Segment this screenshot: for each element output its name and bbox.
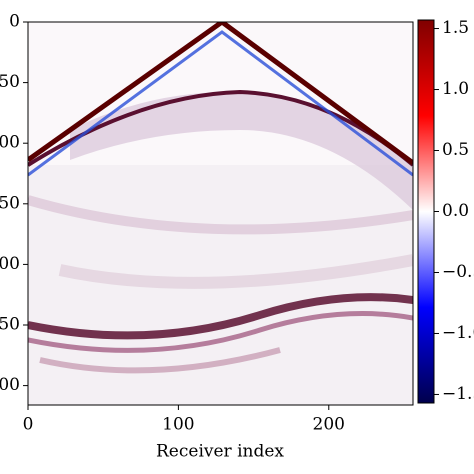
x-tick-label: 200: [313, 415, 345, 435]
y-tick-label: 50: [0, 72, 20, 92]
heatmap-image: [28, 22, 413, 405]
colorbar-tick-label: 0.5: [442, 140, 469, 160]
colorbar-tick-label: 1.5: [442, 18, 469, 38]
colorbar-tick-label: −0.5: [442, 262, 474, 282]
y-tick-label: 300: [0, 375, 20, 395]
x-tick-label: 100: [162, 415, 194, 435]
x-axis-label: Receiver index: [156, 442, 284, 462]
y-tick-label: 100: [0, 133, 20, 153]
y-tick-label: 250: [0, 315, 20, 335]
plot-frame: [27, 21, 414, 406]
y-tick-label: 200: [0, 254, 20, 274]
colorbar-tick-label: −1.0: [442, 323, 474, 343]
x-tick-label: 0: [23, 415, 34, 435]
colorbar-tick-label: −1.5: [442, 384, 474, 404]
y-tick-label: 150: [0, 193, 20, 213]
y-tick-label: 0: [9, 12, 20, 32]
colorbar-tick-label: 0.0: [442, 201, 469, 221]
colorbar: [417, 19, 435, 404]
colorbar-tick-label: 1.0: [442, 79, 469, 99]
